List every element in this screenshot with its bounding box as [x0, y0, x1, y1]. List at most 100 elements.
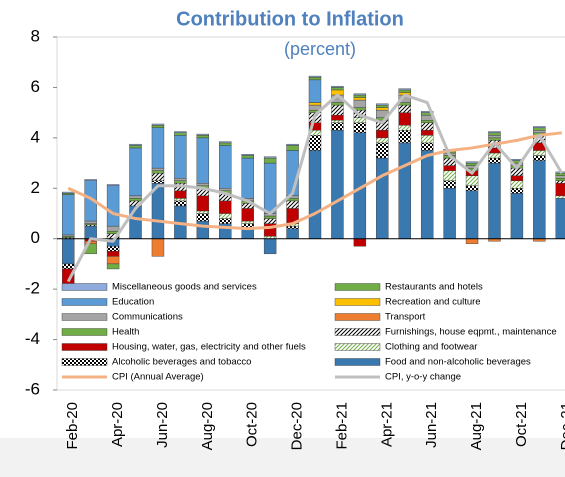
bar-segment — [353, 97, 367, 101]
bar-segment — [376, 130, 389, 139]
bar-segment — [420, 122, 434, 131]
bar-segment — [308, 135, 322, 151]
bar-segment — [331, 87, 344, 91]
bar-segment — [219, 188, 232, 192]
bar-segment — [488, 157, 501, 164]
bar-segment — [510, 188, 524, 194]
bar-segment — [62, 238, 75, 265]
bar-segment — [398, 125, 411, 131]
bar-segment — [555, 183, 565, 197]
legend-swatch — [61, 343, 108, 351]
bar-segment — [465, 190, 479, 239]
bar-segment — [241, 157, 254, 199]
y-tick-label: -6 — [25, 379, 40, 398]
bar-segment — [174, 180, 187, 184]
x-tick-label: Aug-20 — [199, 402, 216, 450]
bar-segment — [353, 94, 367, 98]
bar-segment — [533, 155, 546, 161]
legend-swatch — [334, 313, 381, 321]
bar-segment — [398, 88, 411, 91]
bar-segment — [286, 145, 299, 151]
bar-segment — [62, 263, 75, 270]
bar-segment — [488, 132, 501, 136]
bar-segment — [353, 99, 367, 108]
bar-segment — [555, 198, 565, 239]
bar-segment — [353, 122, 367, 134]
legend-swatch — [61, 298, 108, 306]
bar-segment — [376, 103, 389, 106]
y-tick-label: -4 — [25, 329, 40, 348]
bar-segment — [331, 122, 344, 131]
x-tick-label: Jun-20 — [154, 402, 171, 448]
bar-segment — [286, 143, 299, 146]
bar-segment — [151, 170, 165, 174]
bar-segment — [353, 238, 367, 247]
bar-segment — [420, 120, 434, 123]
bar-segment — [174, 135, 187, 179]
bar-segment — [174, 132, 187, 136]
bar-segment — [263, 218, 277, 224]
bar-segment — [151, 238, 165, 257]
bar-segment — [196, 210, 210, 214]
legend-swatch — [61, 313, 108, 321]
bar-segment — [443, 170, 456, 181]
bar-segment — [331, 114, 344, 121]
bar-segment — [263, 215, 277, 219]
bar-segment — [84, 220, 97, 224]
x-tick-label: Feb-20 — [64, 402, 81, 450]
bar-segment — [465, 238, 479, 244]
bar-segment — [376, 157, 389, 239]
x-tick-label: Feb-21 — [333, 402, 350, 450]
bar-segment — [555, 195, 565, 199]
bar-segment — [533, 127, 546, 131]
bar-segment — [174, 131, 187, 134]
x-tick-label: Apr-20 — [109, 402, 126, 447]
bar-segment — [263, 157, 277, 164]
y-tick-label: 0 — [31, 228, 40, 247]
bar-segment — [465, 161, 479, 164]
bar-segment — [376, 137, 389, 144]
bar-segment — [331, 104, 344, 116]
bar-segment — [443, 188, 456, 239]
legend-label: Health — [112, 327, 139, 338]
bar-segment — [488, 135, 501, 139]
bar-segment — [151, 167, 165, 171]
bar-segment — [241, 154, 254, 156]
bar-segment — [376, 142, 389, 159]
legend-swatch — [334, 298, 381, 306]
bar-segment — [420, 111, 434, 113]
y-tick-label: -2 — [25, 279, 40, 298]
y-tick-label: 8 — [31, 26, 40, 45]
legend-label: Restaurants and hotels — [385, 282, 483, 293]
bar-segment — [555, 175, 565, 179]
legend-label: Housing, water, gas, electricity and oth… — [112, 342, 306, 353]
bar-segment — [420, 135, 434, 144]
bar-segment — [106, 184, 120, 186]
bar-segment — [129, 145, 142, 149]
bar-segment — [308, 102, 322, 106]
bar-segment — [465, 185, 479, 192]
bar-segment — [84, 179, 97, 181]
bar-segment — [353, 93, 367, 96]
bar-segment — [241, 228, 254, 239]
bar-segment — [263, 238, 277, 255]
bar-segment — [331, 130, 344, 239]
bar-segment — [219, 141, 232, 144]
legend-label: Furnishings, house eqpmt., maintenance — [385, 327, 557, 338]
bar-segment — [151, 172, 165, 181]
bar-segment — [376, 107, 389, 111]
bar-segment — [533, 130, 546, 134]
legend-swatch — [334, 328, 381, 336]
bar-segment — [106, 256, 120, 265]
x-tick-label: Dec-20 — [289, 402, 306, 450]
bar-segment — [196, 135, 210, 139]
bar-segment — [420, 150, 434, 239]
bar-segment — [510, 175, 524, 181]
bar-segment — [174, 177, 187, 181]
bar-segment — [129, 198, 142, 202]
bar-segment — [174, 200, 187, 207]
bar-segment — [151, 123, 165, 126]
legend-label: Communications — [112, 312, 183, 323]
bar-segment — [286, 225, 299, 229]
legend-label: Transport — [385, 312, 426, 323]
